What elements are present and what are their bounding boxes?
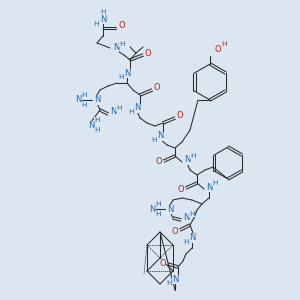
Text: H: H xyxy=(116,105,122,111)
Text: O: O xyxy=(177,112,183,121)
Text: O: O xyxy=(154,83,160,92)
Text: H: H xyxy=(190,153,196,159)
Text: O: O xyxy=(145,49,151,58)
Text: O: O xyxy=(215,46,221,55)
Text: H: H xyxy=(93,21,99,27)
Text: H: H xyxy=(151,137,157,143)
Text: H: H xyxy=(212,180,218,186)
Text: N: N xyxy=(172,274,178,284)
Text: H: H xyxy=(81,102,87,108)
Text: H: H xyxy=(94,117,100,123)
Text: N: N xyxy=(113,43,119,52)
Text: H: H xyxy=(94,127,100,133)
Text: H: H xyxy=(118,74,124,80)
Text: N: N xyxy=(134,103,140,112)
Text: H: H xyxy=(183,239,189,245)
Text: H: H xyxy=(128,109,134,115)
Text: O: O xyxy=(178,184,184,194)
Text: N: N xyxy=(189,233,195,242)
Text: N: N xyxy=(157,131,163,140)
Text: H: H xyxy=(100,9,106,15)
Text: N: N xyxy=(167,205,173,214)
Text: H: H xyxy=(221,41,227,47)
Text: N: N xyxy=(110,107,116,116)
Text: O: O xyxy=(160,259,166,268)
Text: N: N xyxy=(94,95,100,104)
Text: H: H xyxy=(155,211,161,217)
Text: N: N xyxy=(88,121,94,130)
Text: N: N xyxy=(183,214,189,223)
Text: H: H xyxy=(119,41,125,47)
Text: H: H xyxy=(166,280,172,286)
Text: H: H xyxy=(189,211,195,217)
Text: O: O xyxy=(172,226,178,236)
Text: O: O xyxy=(156,158,162,166)
Text: N: N xyxy=(100,14,106,23)
Text: N: N xyxy=(184,155,190,164)
Text: H: H xyxy=(155,201,161,207)
Text: N: N xyxy=(75,95,81,104)
Text: H: H xyxy=(81,92,87,98)
Text: N: N xyxy=(206,182,212,191)
Text: O: O xyxy=(119,22,125,31)
Text: N: N xyxy=(124,68,130,77)
Text: N: N xyxy=(149,205,155,214)
